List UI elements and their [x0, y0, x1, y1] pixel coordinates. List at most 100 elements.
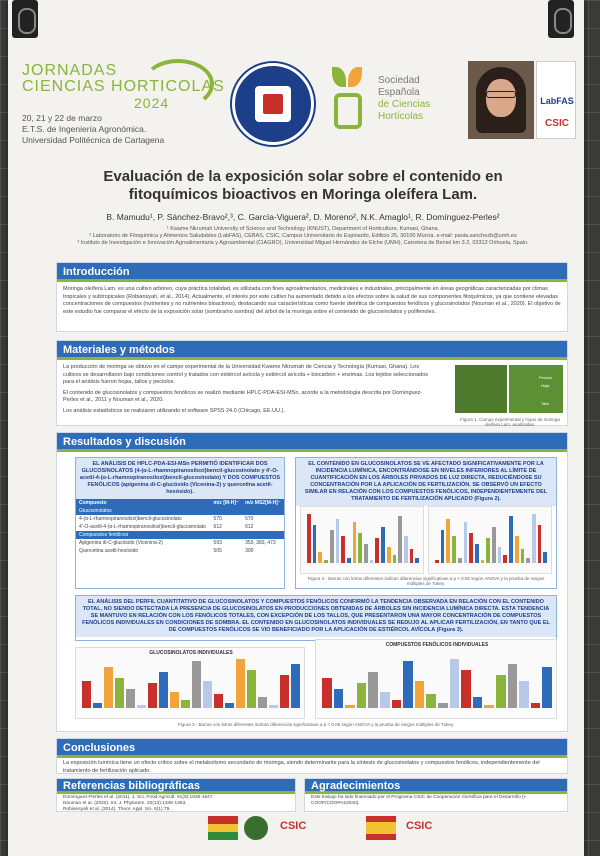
section-introduction: Introducción Moringa oleífera Lam. es un…: [56, 262, 568, 332]
csic-text: CSIC: [545, 118, 569, 129]
section-heading: Introducción: [57, 263, 567, 282]
poster: JORNADAS CIENCIAS HORTICOLAS 2024 20, 21…: [8, 0, 584, 856]
authors: B. Mamudu¹, P. Sánchez-Bravo²,³, C. Garc…: [106, 212, 500, 222]
chart-bar: [104, 666, 113, 708]
section-results: Resultados y discusión EL ANÁLISIS DE HP…: [56, 432, 568, 732]
chart-bar: [225, 702, 234, 708]
csic-label: CSIC: [539, 118, 575, 129]
section-heading: Conclusiones: [57, 739, 567, 758]
table-cell: 570: [245, 516, 254, 522]
table-group-row: Glucosinolatos: [76, 507, 284, 515]
table-header: Compuesto: [76, 499, 211, 507]
chart-bar: [519, 680, 529, 708]
chart-bar: [509, 516, 513, 563]
section-references: Referencias bibliográficas Domínguez-Per…: [56, 778, 296, 812]
chart-bar: [159, 672, 168, 708]
section-conclusions: Conclusiones La exposición lumínica tien…: [56, 738, 568, 774]
chart-bar: [503, 554, 508, 563]
chart-bar: [398, 516, 402, 563]
affiliation: ¹ Kwame Nkrumah University of Science an…: [166, 226, 440, 232]
labfas-label: LabFAS: [540, 96, 574, 106]
chart-bar: [403, 535, 408, 563]
reference-item: Robiansyah et al. (2014). Theor. Appl. S…: [63, 807, 171, 812]
chart-bar: [386, 546, 391, 563]
chart-bar: [335, 519, 340, 563]
section-heading: Referencias bibliográficas: [57, 779, 295, 794]
chart-bar: [322, 677, 332, 708]
table-header-row: Compuesto m/z [M-H]⁻ m/z MS2[M-H]⁻: [76, 499, 284, 507]
chart-bar: [469, 532, 473, 563]
chart-bar: [492, 527, 496, 563]
spain-flag-icon: [366, 816, 396, 840]
chart-title: COMPUESTOS FENÓLICOS INDIVIDUALES: [385, 642, 489, 648]
table-cell: 300: [245, 548, 254, 554]
table-cell: Quercetina acetil-hexósido: [79, 548, 139, 554]
figure3-chart-glucosinolates: GLUCOSINOLATOS INDIVIDUALES: [75, 647, 305, 719]
chart-bar: [514, 535, 519, 563]
society-name: Sociedad Española de Ciencias Hortícolas: [378, 75, 430, 123]
table-header: m/z [M-H]⁻: [210, 499, 243, 507]
highlight-text: EL ANÁLISIS DEL PERFIL CUANTITATIVO DE G…: [76, 596, 556, 637]
conference-university: Universidad Politécnica de Cartagena: [22, 135, 165, 145]
chart-bar: [507, 664, 518, 708]
chart-bar: [542, 666, 552, 708]
chart-bar: [312, 524, 317, 563]
chart-bar: [391, 699, 402, 708]
chart-bar: [269, 705, 278, 708]
references-list: Domínguez-Perles et al. (2011). J. Sci. …: [57, 794, 295, 814]
chart-bar: [497, 546, 502, 563]
society-line: Española: [378, 87, 420, 98]
results-box-profile: EL ANÁLISIS DEL PERFIL CUANTITATIVO DE G…: [75, 595, 557, 641]
chart-bar: [526, 557, 530, 563]
society-line: Hortícolas: [378, 111, 424, 122]
chart-bar: [192, 661, 201, 708]
table-group-row: Compuestos fenólicos: [76, 531, 284, 539]
table-cell: 353, 383, 473: [245, 540, 276, 546]
section-acknowledgements: Agradecimientos Este trabajo ha sido fin…: [304, 778, 568, 812]
table-cell: Apigenina di-C-glucósido (Vicenina-2): [79, 540, 163, 546]
chart-bar: [203, 680, 212, 708]
field-photo: [455, 365, 507, 413]
figure2-chart-right: [428, 506, 552, 574]
university-seal-icon: [232, 63, 314, 145]
photo-label: Tallo: [541, 401, 550, 406]
binder-clip-icon: [12, 0, 38, 38]
society-line: Sociedad: [378, 75, 420, 86]
chart-bar: [537, 524, 542, 563]
table-row: 4-(α-L-rhamnopiranosiloxi)bencil-glucosi…: [76, 515, 284, 523]
chart-bar: [258, 697, 267, 708]
table-cell: 505: [213, 548, 222, 554]
methods-item: Los análisis estadísticos se realizaron …: [63, 407, 285, 414]
chart-bar: [495, 675, 506, 708]
table-group-label: Compuestos fenólicos: [76, 531, 284, 539]
chart-bar: [392, 554, 397, 563]
figure1-caption: Figura 1. Campo experimental y hojas de …: [460, 417, 560, 427]
chart-bar: [247, 669, 256, 708]
chart-bars: [435, 508, 548, 563]
section-heading: Resultados y discusión: [57, 433, 567, 452]
chart-bar: [403, 661, 413, 708]
chart-bars: [322, 653, 552, 708]
chart-bar: [358, 532, 363, 563]
affiliations: ¹ Kwame Nkrumah University of Science an…: [48, 226, 558, 247]
csic-footer-label: CSIC: [280, 820, 307, 832]
chart-bars: [307, 508, 420, 563]
photo-label: Hoja: [541, 383, 550, 388]
chart-bar: [236, 658, 245, 708]
table-cell: 612: [245, 524, 254, 530]
society-line: de Ciencias: [378, 99, 431, 110]
chart-bar: [530, 702, 541, 708]
chart-bar: [93, 702, 102, 708]
methods-list: La producción de moringa se obtuvo en el…: [57, 360, 437, 419]
table-row: Apigenina di-C-glucósido (Vicenina-2) 593…: [76, 539, 284, 547]
poster-header: JORNADAS CIENCIAS HORTICOLAS 2024 20, 21…: [8, 55, 584, 155]
chart-bar: [414, 680, 425, 708]
conclusions-text: La exposición lumínica tiene un efecto c…: [63, 760, 540, 774]
conference-arc-icon: [142, 59, 214, 109]
highlight-text: EL ANÁLISIS DE HPLC-PDA-ESI-MSn PERMITIÓ…: [76, 458, 284, 499]
chart-bar: [307, 513, 311, 563]
ghana-flag-icon: [208, 816, 238, 840]
table-row: Quercetina acetil-hexósido 505 300: [76, 547, 284, 555]
chart-bar: [115, 677, 124, 708]
chart-bar: [369, 560, 374, 563]
